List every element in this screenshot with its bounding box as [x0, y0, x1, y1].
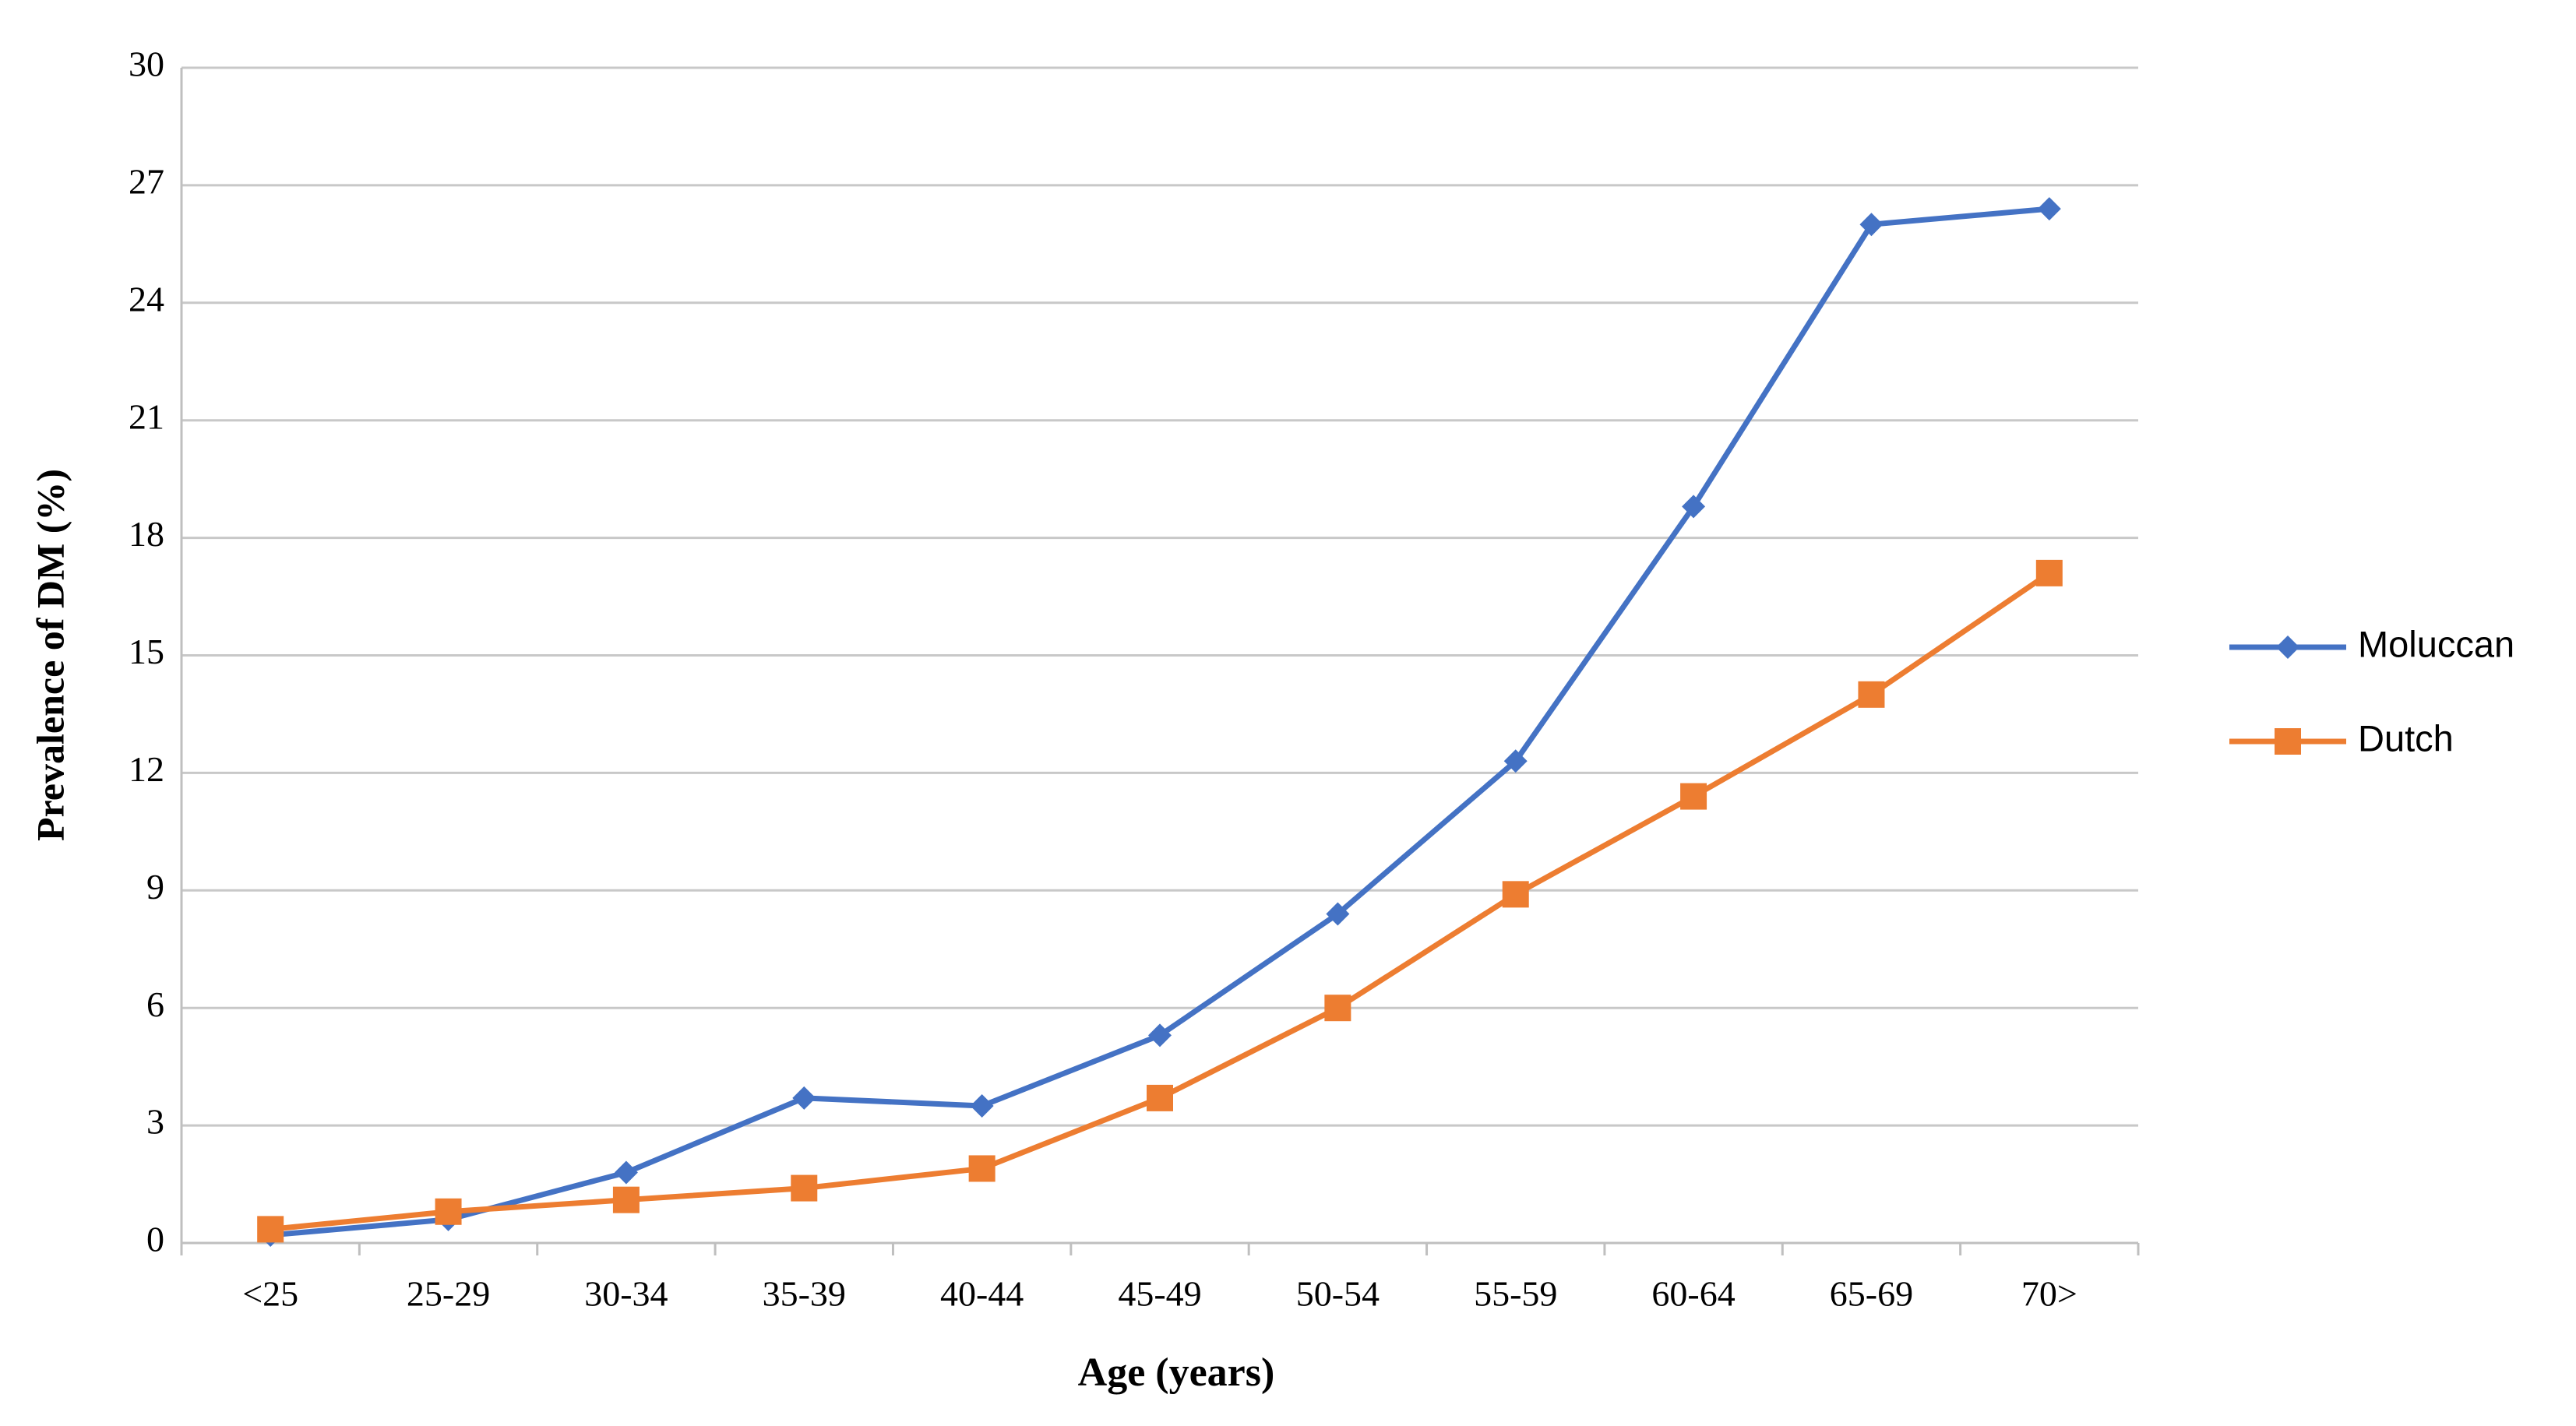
x-tick-label: <25: [242, 1274, 298, 1314]
legend-label: Moluccan: [2358, 623, 2514, 664]
data-point: [612, 1186, 640, 1213]
legend-marker: [2275, 728, 2301, 755]
y-tick-label: 15: [129, 632, 164, 671]
x-tick-label: 45-49: [1118, 1274, 1201, 1314]
data-point: [2037, 197, 2061, 221]
y-tick-label: 3: [146, 1102, 164, 1142]
x-tick-label: 60-64: [1651, 1274, 1735, 1314]
data-point: [1324, 995, 1351, 1022]
series-line: [270, 570, 2051, 1232]
x-tick-label: 65-69: [1830, 1274, 1913, 1314]
data-point: [435, 1198, 462, 1225]
data-point: [791, 1174, 818, 1202]
series-line: [270, 206, 2050, 1238]
x-axis-title: Age (years): [1078, 1350, 1275, 1395]
x-tick-label: 25-29: [407, 1274, 490, 1314]
data-point: [968, 1155, 996, 1182]
data-point: [1859, 213, 1884, 237]
data-point: [970, 1093, 994, 1118]
data-point: [2035, 559, 2063, 586]
y-tick-label: 6: [146, 984, 164, 1024]
x-tick-label: 40-44: [940, 1274, 1024, 1314]
y-axis-title: Prevalence of DM (%): [28, 469, 72, 841]
data-point: [792, 1086, 816, 1110]
data-point: [1680, 783, 1707, 810]
x-tick-label: 55-59: [1474, 1274, 1557, 1314]
data-point: [1503, 749, 1528, 773]
x-tick-label: 70>: [2021, 1274, 2077, 1314]
data-point: [1147, 1084, 1173, 1111]
data-point: [1502, 881, 1529, 908]
data-point: [1682, 495, 1706, 519]
legend-label: Dutch: [2358, 717, 2454, 759]
data-point: [1858, 681, 1885, 708]
data-point: [1148, 1023, 1172, 1047]
y-tick-label: 12: [129, 749, 164, 789]
y-tick-label: 18: [129, 514, 164, 554]
x-tick-label: 30-34: [584, 1274, 668, 1314]
data-point: [1326, 902, 1350, 926]
y-tick-label: 24: [129, 279, 164, 319]
y-tick-label: 0: [146, 1220, 164, 1259]
data-point: [614, 1160, 638, 1185]
y-tick-label: 9: [146, 867, 164, 907]
data-point: [257, 1216, 284, 1243]
legend-marker: [2276, 636, 2299, 659]
y-tick-label: 21: [129, 396, 164, 436]
y-tick-label: 27: [129, 161, 164, 201]
x-tick-label: 50-54: [1296, 1274, 1380, 1314]
x-tick-label: 35-39: [763, 1274, 846, 1314]
y-tick-label: 30: [129, 44, 164, 84]
